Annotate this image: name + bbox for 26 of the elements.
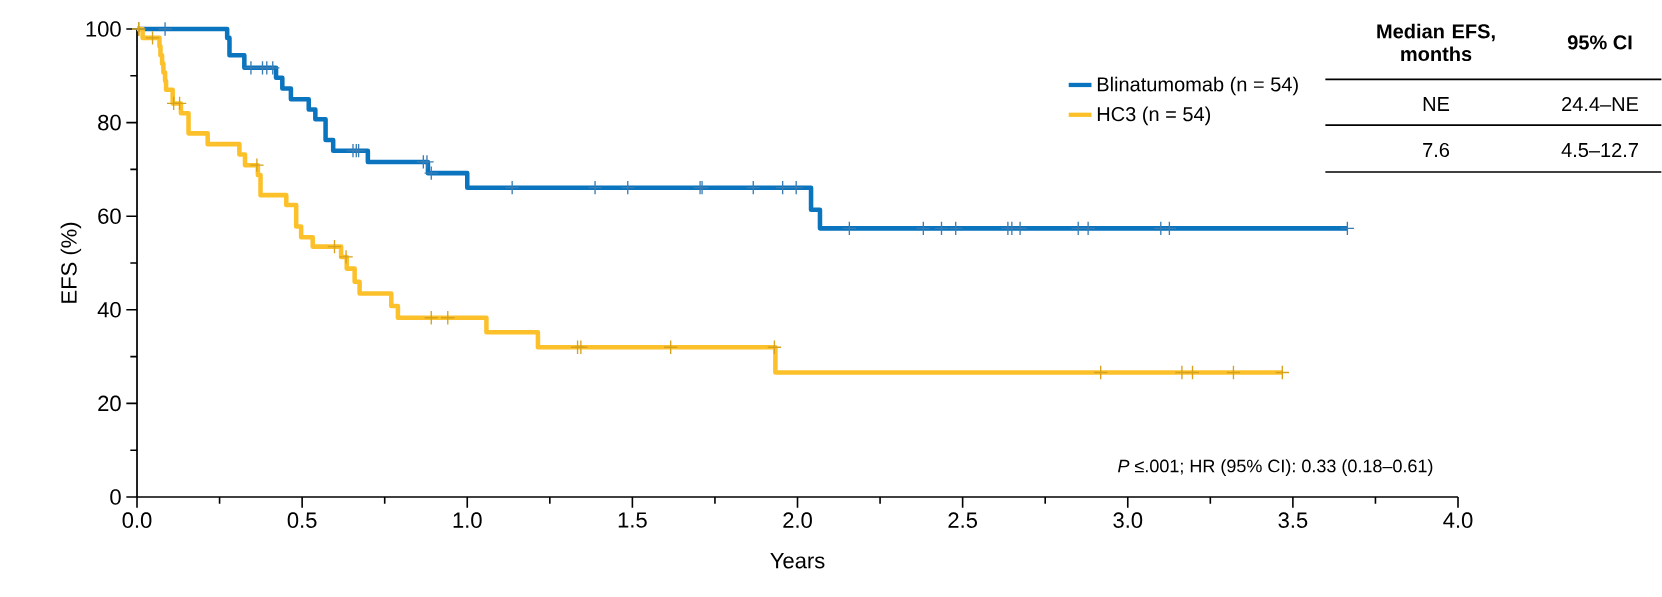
- x-tick-label: 0.5: [287, 512, 317, 528]
- text: 95% CI: [1567, 35, 1632, 50]
- y-tick-label: 0: [110, 489, 121, 505]
- y-axis-title: EFS (%): [60, 222, 82, 303]
- y-tick-label: 20: [98, 395, 121, 412]
- x-tick-label: 1.5: [618, 512, 647, 528]
- x-tick-label: 1.0: [453, 512, 482, 528]
- y-tick-label: 100: [86, 21, 121, 37]
- text: 4.5–12.7: [1561, 142, 1638, 158]
- annotation: P ≤.001; HR (95% CI): 0.33 (0.18–0.61): [1117, 459, 1433, 476]
- y-tick-label: 60: [98, 208, 121, 224]
- text: 24.4–NE: [1562, 97, 1639, 111]
- x-tick-label: 3.5: [1278, 512, 1308, 528]
- legend-label: Blinatumomab (n = 54): [1097, 76, 1298, 96]
- x-tick-label: 2.5: [948, 512, 978, 528]
- annotation: 7.6: [1423, 142, 1450, 158]
- annotation: NE: [1423, 97, 1450, 111]
- x-axis-title: Years: [770, 553, 825, 569]
- x-tick-label: 3.0: [1113, 512, 1143, 528]
- annotation: Median EFS, months: [1377, 23, 1495, 62]
- legend-label: HC3 (n = 54): [1097, 106, 1211, 126]
- x-tick-label: 2.0: [783, 512, 812, 528]
- x-tick-label: 0.0: [122, 512, 152, 528]
- y-tick-label: 40: [97, 302, 121, 318]
- y-tick-label: 80: [98, 114, 121, 131]
- x-tick-label: 4.0: [1443, 512, 1473, 528]
